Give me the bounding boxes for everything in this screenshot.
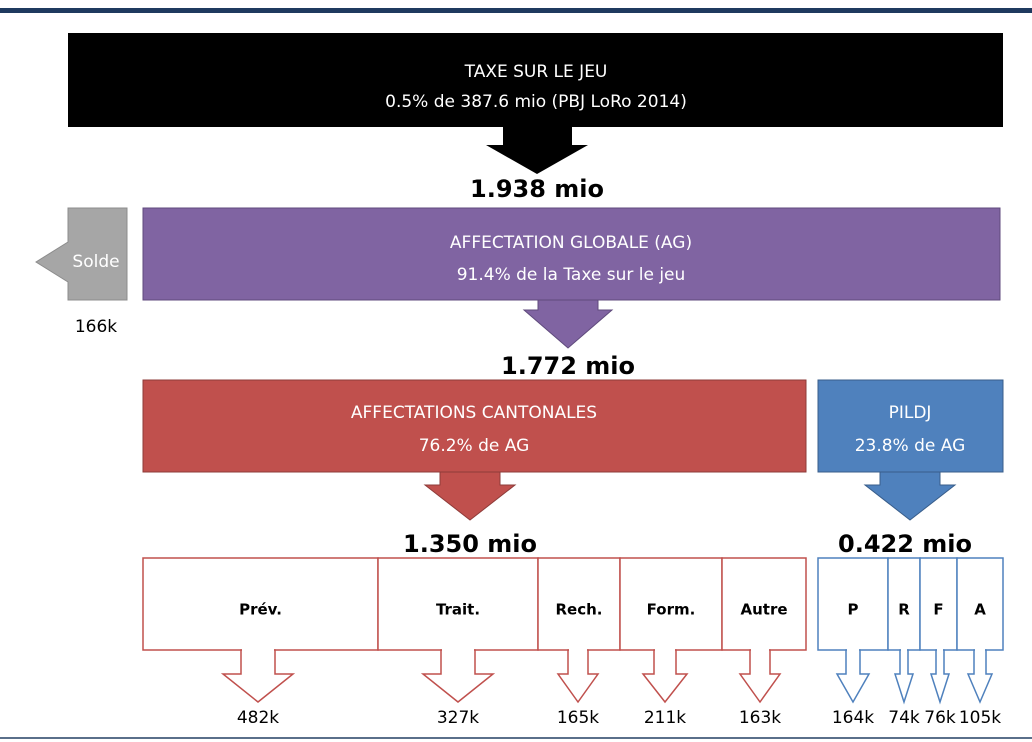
sub-arrow (738, 649, 782, 704)
solde-amount: 166k (75, 317, 117, 337)
sub-arrow (835, 649, 871, 704)
pildj-subtitle: 23.8% de AG (855, 436, 966, 456)
tax-amount: 1.938 mio (470, 175, 604, 203)
sub-amount: 76k (924, 708, 956, 728)
sub-arrow (556, 649, 600, 704)
bottom-rule (0, 737, 1032, 739)
sub-amount: 74k (888, 708, 920, 728)
sub-box (887, 557, 921, 651)
sub-arrow (220, 649, 296, 703)
global-amount: 1.772 mio (501, 352, 635, 380)
sub-box (537, 557, 621, 651)
sub-amount: 105k (959, 708, 1001, 728)
sub-label: F (933, 601, 943, 619)
tax-arrow (486, 126, 588, 174)
global-arrow (522, 299, 614, 349)
sub-label: R (898, 601, 910, 619)
cantonal-title: AFFECTATIONS CANTONALES (351, 403, 597, 423)
pildj-title: PILDJ (889, 403, 932, 423)
cantonal-box (142, 379, 807, 473)
cantonal-amount: 1.350 mio (403, 530, 537, 558)
sub-arrow (966, 649, 994, 704)
sub-amount: 164k (832, 708, 874, 728)
sub-label: Autre (740, 601, 787, 619)
sub-arrow (929, 649, 951, 705)
tax-box (68, 33, 1003, 127)
solde-label: Solde (72, 252, 119, 272)
sub-amount: 482k (237, 708, 279, 728)
global-subtitle: 91.4% de la Taxe sur le jeu (457, 265, 686, 285)
sub-box (956, 557, 1004, 651)
pildj-arrow (863, 471, 957, 521)
sub-arrow (893, 649, 915, 705)
sub-label: A (974, 601, 986, 619)
cantonal-subtitle: 76.2% de AG (419, 436, 530, 456)
sub-label: Form. (647, 601, 696, 619)
sub-amount: 327k (437, 708, 479, 728)
pildj-amount: 0.422 mio (838, 530, 972, 558)
sub-arrow (641, 649, 689, 704)
sub-label: Rech. (556, 601, 603, 619)
global-box (142, 207, 1001, 301)
sub-amount: 165k (557, 708, 599, 728)
sub-box (817, 557, 889, 651)
top-rule (0, 8, 1032, 13)
sub-amount: 211k (644, 708, 686, 728)
cantonal-arrow (423, 471, 517, 521)
sub-label: Prév. (239, 601, 282, 619)
sub-arrow (420, 649, 496, 703)
sub-amount: 163k (739, 708, 781, 728)
tax-title: TAXE SUR LE JEU (464, 62, 608, 82)
sub-label: P (848, 601, 859, 619)
sub-label: Trait. (436, 601, 480, 619)
pildj-box (817, 379, 1004, 473)
global-title: AFFECTATION GLOBALE (AG) (450, 233, 692, 253)
solde-box (35, 207, 128, 301)
sub-box (142, 557, 379, 651)
tax-subtitle: 0.5% de 387.6 mio (PBJ LoRo 2014) (385, 92, 687, 112)
